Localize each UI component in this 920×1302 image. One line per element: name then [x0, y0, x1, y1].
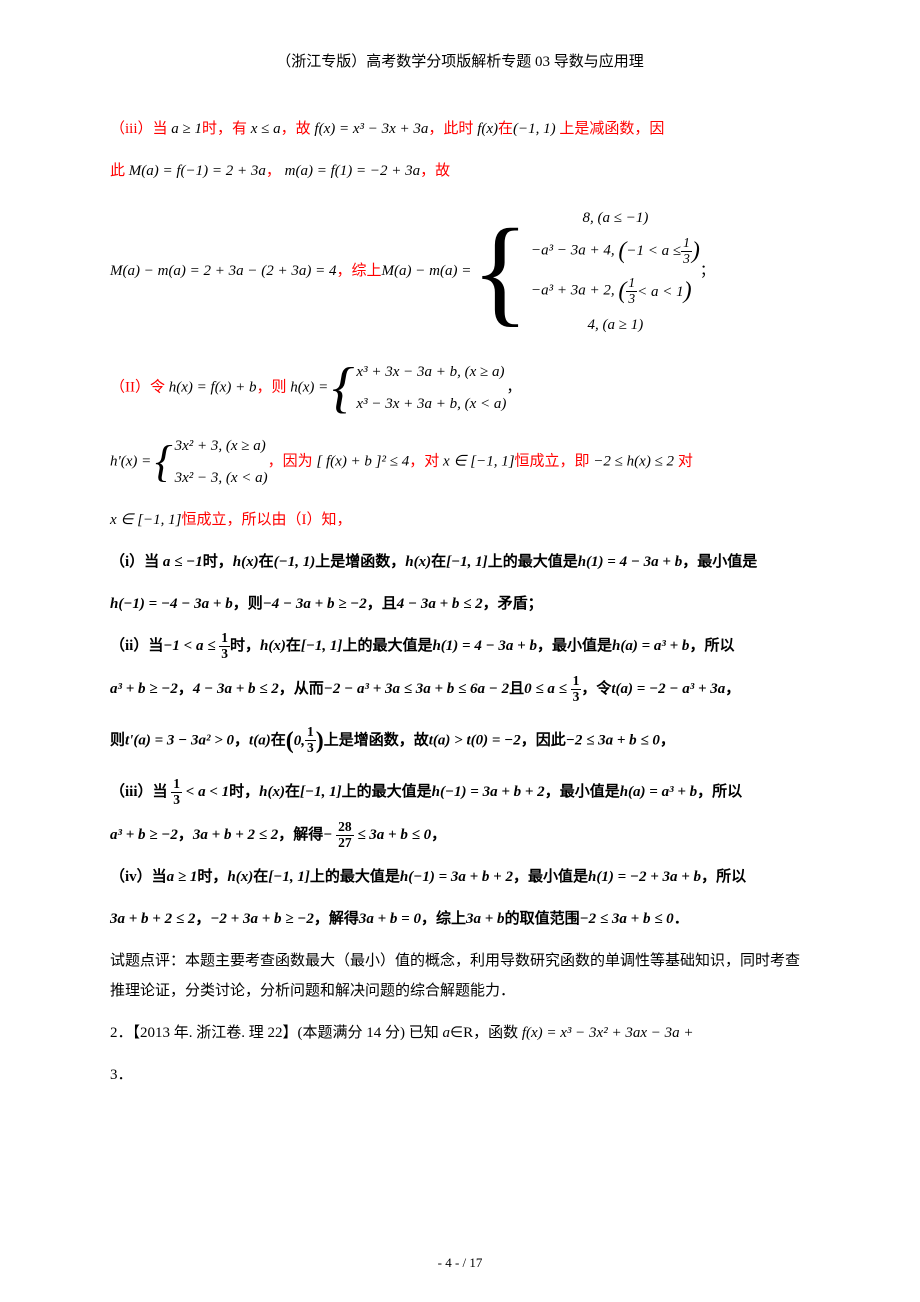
bold-iv-1: （iv）当a ≥ 1时，h(x)在[−1, 1]上的最大值是h(−1) = 3a… — [110, 862, 810, 892]
bold-iii-1: （iii）当 13 < a < 1时，h(x)在[−1, 1]上的最大值是h(−… — [110, 777, 810, 808]
bold-ii-1: （ii）当−1 < a ≤ 13时，h(x)在[−1, 1]上的最大值是h(1)… — [110, 631, 810, 662]
question-2b: 3． — [110, 1060, 810, 1090]
bold-iii-2: a³ + b ≥ −2，3a + b + 2 ≤ 2，解得− 2827 ≤ 3a… — [110, 820, 810, 851]
comment-line: 试题点评：本题主要考查函数最大（最小）值的概念，利用导数研究函数的单调性等基础知… — [110, 946, 810, 1006]
page-footer: - 4 - / 17 — [0, 1253, 920, 1274]
bold-i-2: h(−1) = −4 − 3a + b，则−4 − 3a + b ≥ −2，且4… — [110, 589, 810, 619]
line-hprime: h'(x) = { 3x² + 3, (x ≥ a) 3x² − 3, (x <… — [110, 431, 810, 493]
line-II-def: （II）令 h(x) = f(x) + b，则 h(x) = { x³ + 3x… — [110, 357, 810, 419]
bold-iv-2: 3a + b + 2 ≤ 2，−2 + 3a + b ≥ −2，解得3a + b… — [110, 904, 810, 934]
bold-i-1: （i）当 a ≤ −1时，h(x)在(−1, 1)上是增函数，h(x)在[−1,… — [110, 547, 810, 577]
bold-ii-3: 则t'(a) = 3 − 3a² > 0，t(a)在(0, 13)上是增函数，故… — [110, 717, 810, 765]
line-iii-2: 此 M(a) = f(−1) = 2 + 3a， m(a) = f(1) = −… — [110, 156, 810, 186]
document-header: （浙江专版）高考数学分项版解析专题 03 导数与应用理 — [110, 50, 810, 74]
line-iii-1: （iii）当 a ≥ 1时，有 x ≤ a，故 f(x) = x³ − 3x +… — [110, 114, 810, 144]
line-xin2: x ∈ [−1, 1]恒成立，所以由（I）知， — [110, 505, 810, 535]
question-2: 2．【2013 年. 浙江卷. 理 22】(本题满分 14 分) 已知 a∈R，… — [110, 1018, 810, 1048]
bold-ii-2: a³ + b ≥ −2，4 − 3a + b ≤ 2，从而−2 − a³ + 3… — [110, 674, 810, 705]
piecewise-equation: M(a) − m(a) = 2 + 3a − (2 + 3a) = 4 ，综上 … — [110, 206, 810, 337]
